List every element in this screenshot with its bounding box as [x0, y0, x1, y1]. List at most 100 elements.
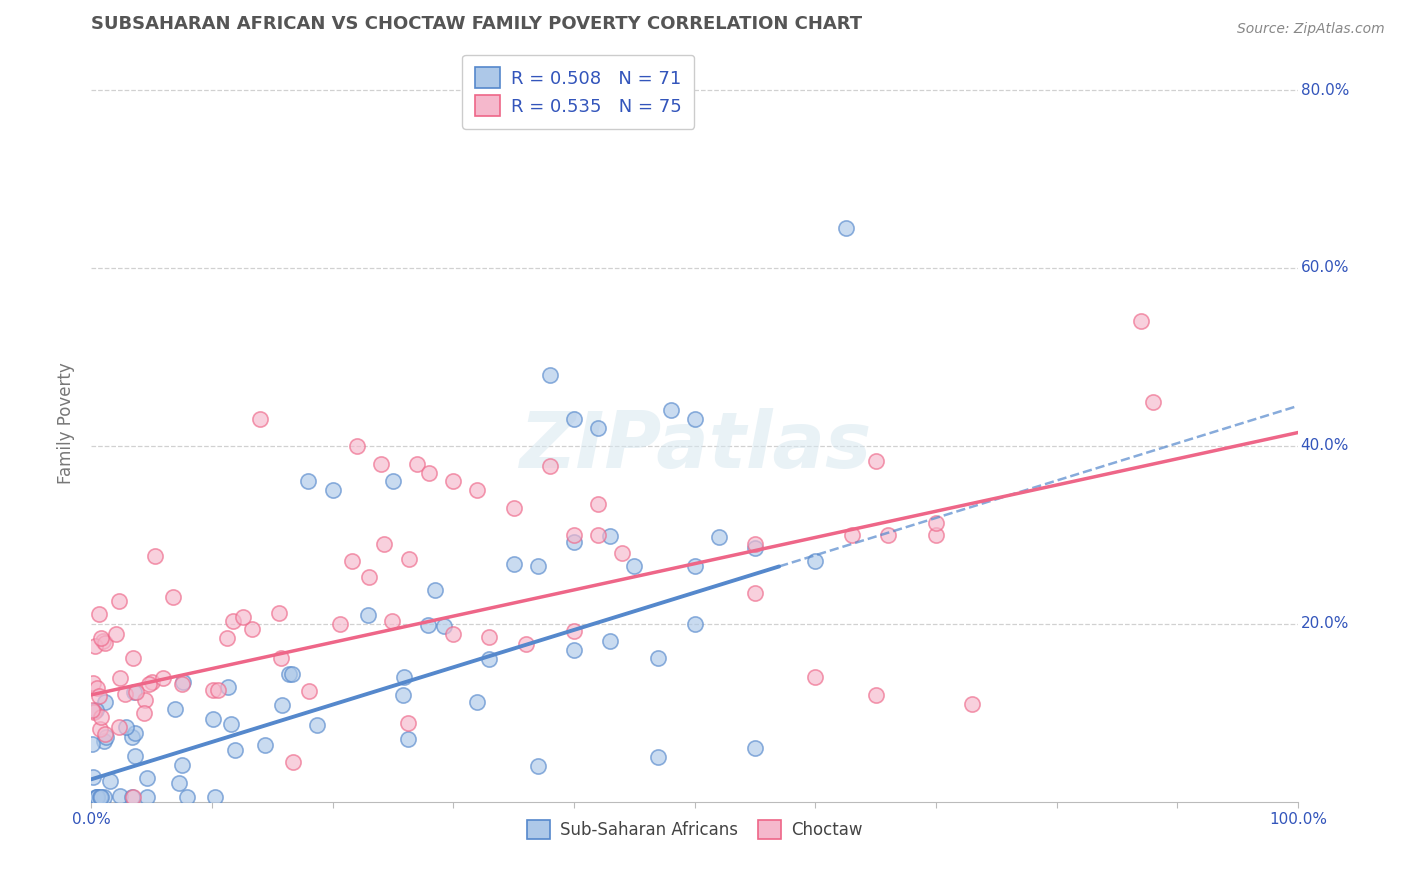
Point	[562, 624, 585, 639]
Point	[962, 697, 984, 711]
Point	[89, 722, 111, 736]
Point	[647, 651, 669, 665]
Text: SUBSAHARAN AFRICAN VS CHOCTAW FAMILY POVERTY CORRELATION CHART: SUBSAHARAN AFRICAN VS CHOCTAW FAMILY POV…	[91, 15, 862, 33]
Point	[526, 559, 548, 574]
Y-axis label: Family Poverty: Family Poverty	[58, 363, 75, 484]
Point	[683, 559, 706, 574]
Point	[82, 770, 104, 784]
Point	[744, 537, 766, 551]
Point	[381, 614, 404, 628]
Point	[418, 466, 440, 480]
Point	[124, 726, 146, 740]
Point	[297, 475, 319, 489]
Point	[135, 790, 157, 805]
Point	[441, 475, 464, 489]
Point	[562, 535, 585, 549]
Point	[143, 549, 166, 564]
Point	[502, 501, 524, 516]
Point	[467, 695, 489, 709]
Point	[108, 720, 131, 734]
Point	[298, 684, 321, 698]
Point	[599, 634, 621, 648]
Point	[392, 688, 415, 702]
Point	[90, 710, 112, 724]
Point	[86, 790, 108, 805]
Point	[93, 790, 115, 805]
Point	[94, 695, 117, 709]
Point	[224, 743, 246, 757]
Point	[538, 458, 561, 473]
Point	[167, 775, 190, 789]
Point	[281, 666, 304, 681]
Point	[1130, 314, 1153, 328]
Point	[562, 528, 585, 542]
Point	[307, 718, 329, 732]
Point	[222, 614, 245, 628]
Point	[86, 790, 108, 805]
Point	[562, 412, 585, 426]
Point	[121, 790, 143, 805]
Point	[396, 732, 419, 747]
Point	[108, 789, 131, 804]
Point	[683, 616, 706, 631]
Text: 40.0%: 40.0%	[1301, 438, 1348, 453]
Text: ZIPatlas: ZIPatlas	[519, 409, 870, 484]
Point	[865, 688, 887, 702]
Point	[84, 703, 107, 717]
Point	[90, 631, 112, 645]
Point	[373, 537, 395, 551]
Point	[122, 790, 145, 805]
Point	[201, 683, 224, 698]
Point	[207, 682, 229, 697]
Point	[586, 528, 609, 542]
Point	[121, 730, 143, 744]
Point	[562, 643, 585, 657]
Point	[172, 757, 194, 772]
Point	[281, 755, 304, 769]
Point	[467, 483, 489, 498]
Point	[215, 631, 238, 645]
Point	[91, 633, 114, 648]
Point	[269, 606, 291, 620]
Point	[104, 626, 127, 640]
Point	[108, 671, 131, 685]
Point	[478, 631, 501, 645]
Point	[134, 693, 156, 707]
Point	[423, 583, 446, 598]
Point	[357, 570, 380, 584]
Point	[83, 705, 105, 719]
Point	[278, 667, 301, 681]
Point	[270, 650, 292, 665]
Point	[925, 528, 948, 542]
Point	[138, 677, 160, 691]
Point	[329, 617, 352, 632]
Point	[94, 636, 117, 650]
Point	[392, 670, 415, 684]
Point	[356, 607, 378, 622]
Point	[240, 623, 263, 637]
Point	[170, 676, 193, 690]
Point	[254, 738, 277, 752]
Point	[1142, 395, 1164, 409]
Point	[231, 609, 253, 624]
Point	[398, 552, 420, 566]
Point	[744, 585, 766, 599]
Point	[502, 557, 524, 571]
Point	[176, 790, 198, 805]
Point	[478, 652, 501, 666]
Point	[86, 681, 108, 695]
Point	[84, 640, 107, 654]
Point	[623, 559, 645, 574]
Point	[82, 703, 104, 717]
Point	[271, 698, 294, 712]
Point	[134, 706, 156, 720]
Point	[586, 497, 609, 511]
Point	[219, 716, 242, 731]
Point	[204, 790, 226, 805]
Point	[841, 528, 863, 542]
Point	[89, 607, 111, 621]
Point	[340, 554, 363, 568]
Legend: Sub-Saharan Africans, Choctaw: Sub-Saharan Africans, Choctaw	[520, 814, 869, 847]
Point	[93, 734, 115, 748]
Point	[346, 439, 368, 453]
